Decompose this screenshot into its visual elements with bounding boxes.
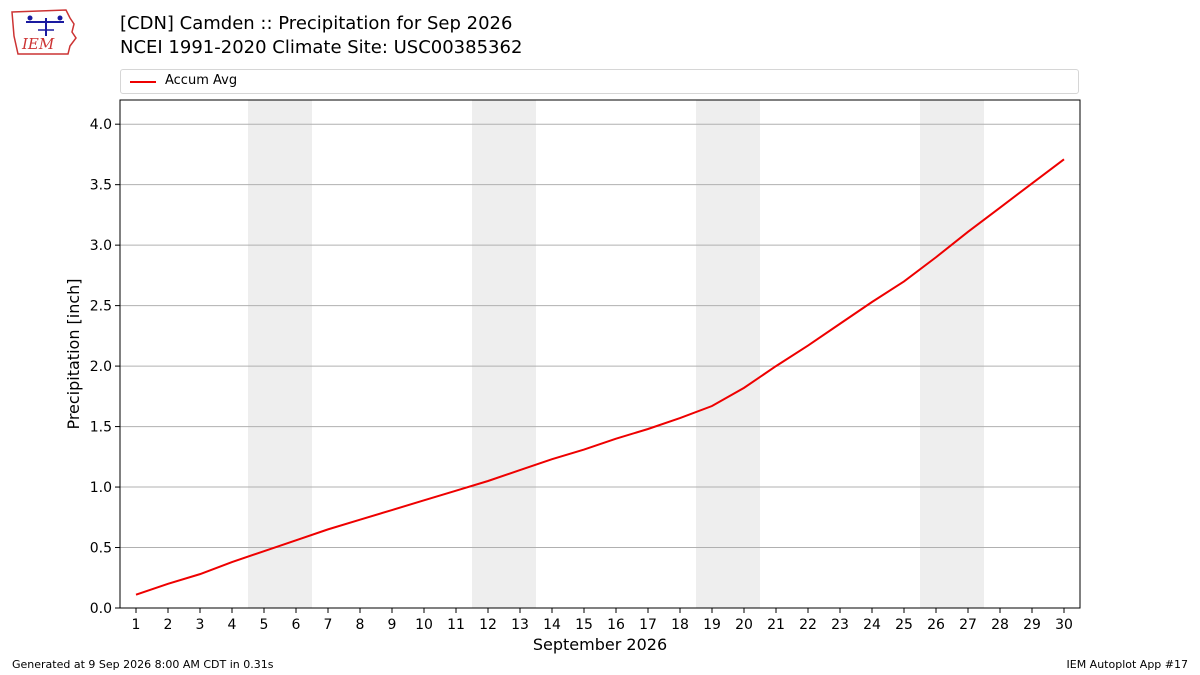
- x-tick-label-29: 29: [1023, 617, 1041, 633]
- grid-lines: [120, 123, 1080, 609]
- y-tick-label-5: 2.5: [90, 299, 112, 315]
- x-tick-label-4: 4: [228, 617, 237, 633]
- weekend-band-4: [920, 100, 984, 608]
- y-axis-label: Precipitation [inch]: [64, 278, 83, 429]
- x-tick-label-20: 20: [735, 617, 753, 633]
- y-tick-label-6: 3.0: [90, 238, 112, 254]
- y-tick-label-4: 2.0: [90, 359, 112, 375]
- x-tick-label-13: 13: [511, 617, 529, 633]
- chart-subtitle: NCEI 1991-2020 Climate Site: USC00385362: [120, 37, 523, 58]
- x-tick-label-18: 18: [671, 617, 689, 633]
- x-axis-label: September 2026: [533, 635, 667, 654]
- logo-text: IEM: [21, 35, 55, 53]
- x-tick-label-28: 28: [991, 617, 1009, 633]
- y-tick-label-0: 0.0: [90, 601, 112, 617]
- weekend-band-3: [696, 100, 760, 608]
- y-tick-label-2: 1.0: [90, 480, 112, 496]
- app-label: IEM Autoplot App #17: [1066, 658, 1189, 671]
- legend-swatch-accum-avg: [130, 81, 156, 83]
- iowa-outline-shape: [11, 9, 77, 55]
- x-tick-label-27: 27: [959, 617, 977, 633]
- x-tick-label-24: 24: [863, 617, 881, 633]
- y-axis: 0.0 0.5 1.0 1.5 2.0 2.5 3.0 3.5 4.0: [90, 117, 120, 617]
- x-tick-label-11: 11: [447, 617, 465, 633]
- x-tick-label-15: 15: [575, 617, 593, 633]
- plot-area-frame: [119, 99, 1081, 609]
- series-line-accum-avg: [135, 158, 1065, 596]
- x-tick-label-3: 3: [196, 617, 205, 633]
- x-tick-label-21: 21: [767, 617, 785, 633]
- y-tick-label-1: 0.5: [90, 541, 112, 557]
- x-tick-label-19: 19: [703, 617, 721, 633]
- weekend-bands: [248, 100, 984, 608]
- weekend-band-2: [472, 100, 536, 608]
- x-tick-label-17: 17: [639, 617, 657, 633]
- x-tick-label-14: 14: [543, 617, 561, 633]
- x-tick-label-10: 10: [415, 617, 433, 633]
- x-tick-label-7: 7: [324, 617, 333, 633]
- iem-logo: IEM: [11, 9, 77, 55]
- x-tick-label-9: 9: [388, 617, 397, 633]
- y-tick-label-3: 1.5: [90, 420, 112, 436]
- x-tick-label-23: 23: [831, 617, 849, 633]
- weekend-band-1: [248, 100, 312, 608]
- x-tick-label-16: 16: [607, 617, 625, 633]
- x-tick-label-26: 26: [927, 617, 945, 633]
- y-tick-label-8: 4.0: [90, 117, 112, 133]
- x-tick-label-2: 2: [164, 617, 173, 633]
- legend: Accum Avg: [120, 69, 1079, 94]
- x-tick-label-22: 22: [799, 617, 817, 633]
- x-axis: 1 2 3 4 5 6 7 8 9 10 11 12 13 14 15 16 17 18 19 20 21 22 23 24 2…: [132, 608, 1073, 633]
- legend-label-accum-avg: Accum Avg: [165, 73, 238, 88]
- x-tick-label-1: 1: [132, 617, 141, 633]
- x-tick-label-5: 5: [260, 617, 269, 633]
- x-tick-label-6: 6: [292, 617, 301, 633]
- y-tick-label-7: 3.5: [90, 178, 112, 194]
- x-tick-label-25: 25: [895, 617, 913, 633]
- x-tick-label-8: 8: [356, 617, 365, 633]
- x-tick-label-12: 12: [479, 617, 497, 633]
- x-tick-label-30: 30: [1055, 617, 1073, 633]
- chart-title: [CDN] Camden :: Precipitation for Sep 20…: [120, 13, 513, 34]
- generated-timestamp: Generated at 9 Sep 2026 8:00 AM CDT in 0…: [12, 658, 274, 671]
